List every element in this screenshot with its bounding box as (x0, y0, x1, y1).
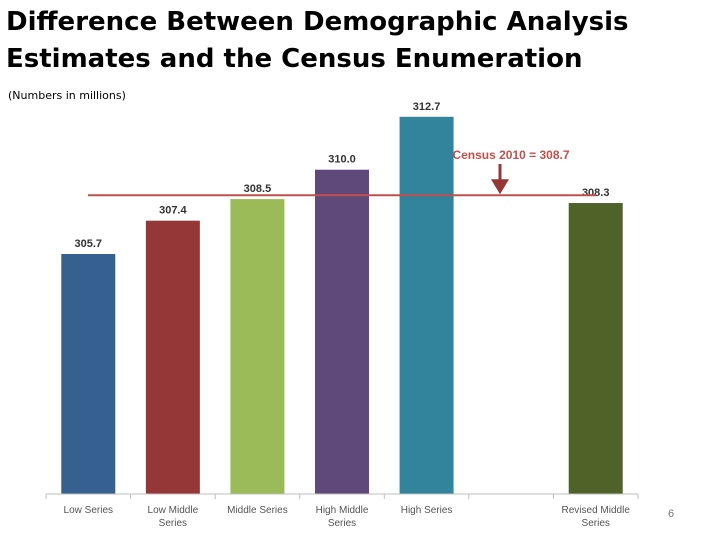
data-label-5: 312.7 (413, 101, 441, 113)
bar-4 (315, 169, 369, 494)
bar-3 (230, 199, 285, 494)
category-label-4: Series (328, 518, 356, 529)
data-label-7: 308.3 (582, 187, 610, 199)
page-number: 6 (668, 508, 675, 520)
data-label-3: 308.5 (244, 183, 272, 195)
category-label-2: Low Middle (148, 505, 199, 516)
chart-title: Difference Between Demographic Analysis … (6, 7, 629, 74)
category-label-5: High Series (401, 505, 453, 516)
category-label-7: Series (582, 518, 610, 529)
reference-arrowhead (491, 179, 509, 195)
bar-2 (145, 220, 200, 494)
category-label-7: Revised Middle (562, 505, 631, 516)
bar-7 (568, 203, 623, 495)
chart-subtitle: (Numbers in millions) (8, 89, 126, 102)
category-label-4: High Middle (316, 505, 369, 516)
bar-5 (399, 116, 454, 495)
data-label-4: 310.0 (328, 154, 356, 166)
category-label-3: Middle Series (227, 505, 288, 516)
bar-1 (61, 254, 116, 494)
reference-line-label: Census 2010 = 308.7 (452, 148, 569, 162)
data-label-2: 307.4 (159, 205, 187, 217)
category-label-1: Low Series (64, 505, 113, 516)
data-label-1: 305.7 (75, 238, 103, 250)
category-label-2: Series (159, 518, 187, 529)
